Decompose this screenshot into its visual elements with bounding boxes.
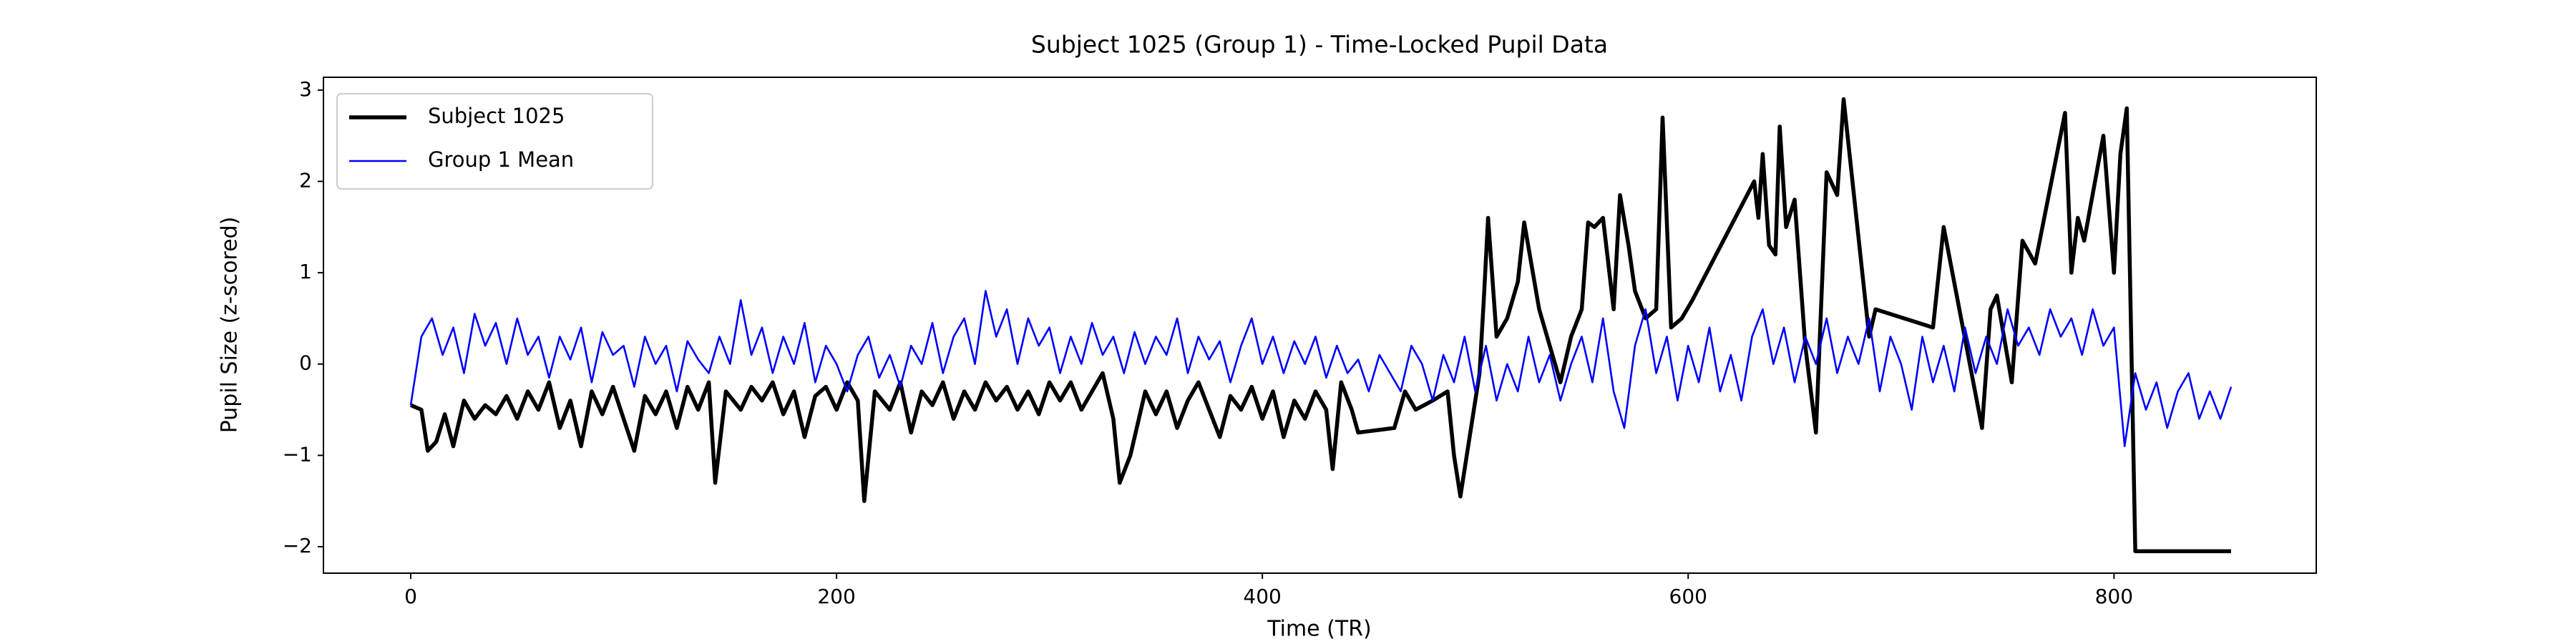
chart-title: Subject 1025 (Group 1) - Time-Locked Pup…: [1031, 31, 1608, 59]
y-tick-label: 1: [299, 260, 312, 283]
y-tick-label: −1: [283, 442, 312, 466]
legend-box: [336, 93, 653, 190]
x-tick-label: 800: [2095, 585, 2133, 608]
x-tick-label: 600: [1669, 585, 1707, 608]
x-tick-label: 0: [404, 585, 417, 608]
plot-frame: [323, 77, 2317, 574]
x-tick-label: 200: [817, 585, 855, 608]
x-axis-label: Time (TR): [1267, 617, 1372, 642]
y-tick-label: 2: [299, 168, 312, 192]
y-tick-label: −2: [283, 534, 312, 557]
series-line: [409, 97, 2231, 554]
y-tick-label: 3: [299, 77, 312, 101]
x-tick-label: 400: [1243, 585, 1281, 608]
legend-label: Subject 1025: [428, 104, 565, 128]
y-axis-label: Pupil Size (z-scored): [218, 217, 243, 434]
legend-label: Group 1 Mean: [428, 147, 574, 172]
y-tick-label: 0: [299, 351, 312, 375]
series-line: [409, 290, 2233, 447]
